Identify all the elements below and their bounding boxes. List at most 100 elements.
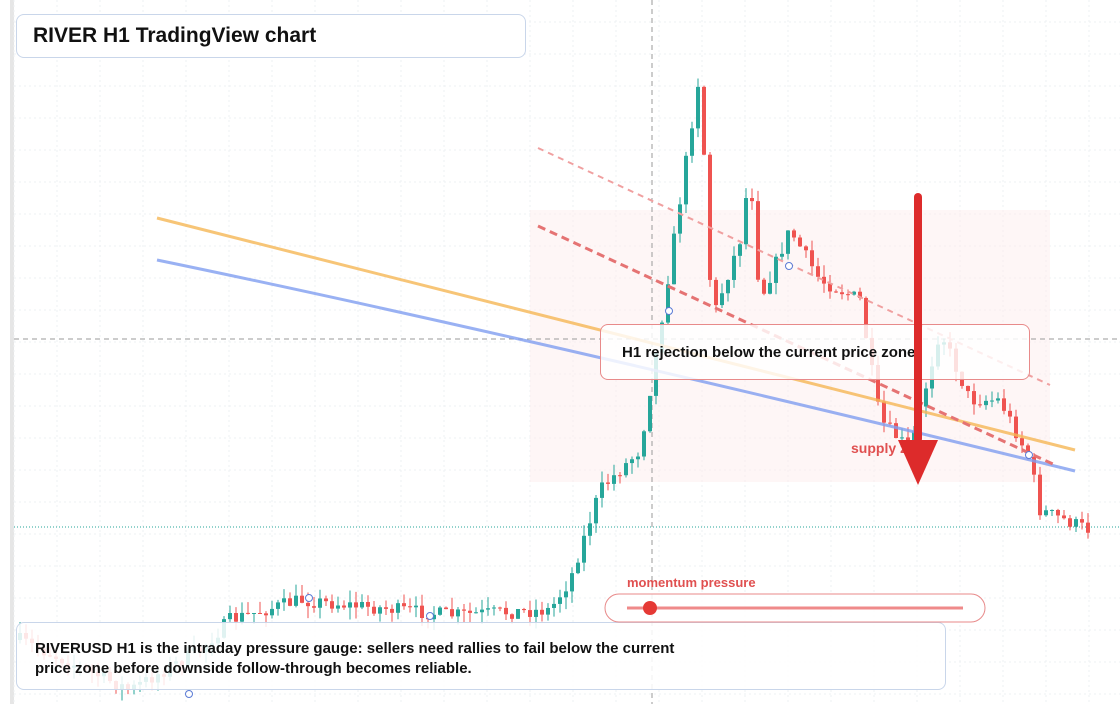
candle-body [720,293,724,306]
candle-body [306,602,310,607]
trend-lower [537,224,1056,467]
signal-marker [426,612,434,620]
candle-body [684,155,688,205]
candle-body [696,86,700,129]
candle-body [282,598,286,603]
candle-body [624,463,628,476]
candle-body [480,609,484,613]
candle-body [1080,519,1084,523]
candle-body [606,482,610,484]
candle-body [402,603,406,607]
candle-body [996,398,1000,401]
candle-body [1020,438,1024,446]
candle-body [816,266,820,277]
candle-body [798,237,802,247]
candle-body [564,591,568,598]
candle-body [672,233,676,285]
candle-body [822,276,826,284]
signal-marker [305,594,313,602]
candle-body [372,606,376,614]
candle-body [492,607,496,609]
candle-body [756,201,760,280]
candle-body [534,609,538,617]
candle-body [408,606,412,608]
candle-body [1014,416,1018,439]
candle-body [390,608,394,613]
candle-body [540,609,544,615]
candle-body [546,607,550,615]
candle-body [618,475,622,477]
candle-body [1056,509,1060,516]
candle-body [924,388,928,407]
candle-body [252,612,256,614]
candle-body [1002,398,1006,411]
signal-marker [785,262,793,270]
candle-body [582,535,586,563]
candle-body [1068,518,1072,527]
candle-body [312,606,316,608]
candle-body [450,609,454,617]
candle-body [1032,456,1036,475]
candle-body [984,400,988,406]
candle-body [774,256,778,283]
candle-body [570,573,574,592]
candle-body [834,291,838,293]
candle-body [678,204,682,234]
candle-body [474,612,478,614]
candle-body [294,595,298,606]
candle-body [1038,474,1042,516]
candle-body [336,605,340,609]
candle-body [528,610,532,617]
candle-body [588,523,592,536]
candle-body [456,609,460,617]
candle-body [552,603,556,608]
candle-body [324,598,328,602]
candle-body [234,613,238,622]
signal-marker [185,690,193,698]
candle-body [288,598,292,606]
candle-body [510,614,514,619]
candle-body [486,608,490,610]
chart-title: RIVER H1 TradingView chart [16,14,526,58]
candle-body [708,154,712,280]
candle-body [444,607,448,610]
candle-body [1062,515,1066,519]
candle-body [636,456,640,460]
candle-body [366,601,370,607]
candle-body [990,400,994,402]
candle-body [894,423,898,438]
candle-body [852,291,856,295]
candle-body [270,608,274,616]
candle-body [300,595,304,603]
candle-body [498,607,502,609]
candle-body [642,431,646,457]
candle-body [504,607,508,615]
candle-body [630,459,634,464]
candle-body [240,612,244,622]
candle-body [858,291,862,298]
candle-body [840,292,844,295]
candle-body [348,602,352,608]
candle-body [276,602,280,609]
candle-body [438,607,442,615]
candle-body [876,365,880,402]
candle-body [354,602,358,608]
candle-body [246,612,250,614]
candle-body [420,605,424,619]
candle-body [378,607,382,614]
candle-body [744,198,748,245]
candle-body [738,244,742,256]
candle-body [726,279,730,294]
candle-body [864,297,868,338]
candle-body [318,598,322,608]
candle-body [846,294,850,296]
candle-body [228,613,232,620]
candle-body [648,395,652,432]
candle-body [690,128,694,156]
candle-body [804,246,808,251]
candle-body [468,610,472,613]
candle-body [828,283,832,292]
candle-body [384,607,388,609]
candle-body [516,609,520,619]
candle-body [750,198,754,202]
